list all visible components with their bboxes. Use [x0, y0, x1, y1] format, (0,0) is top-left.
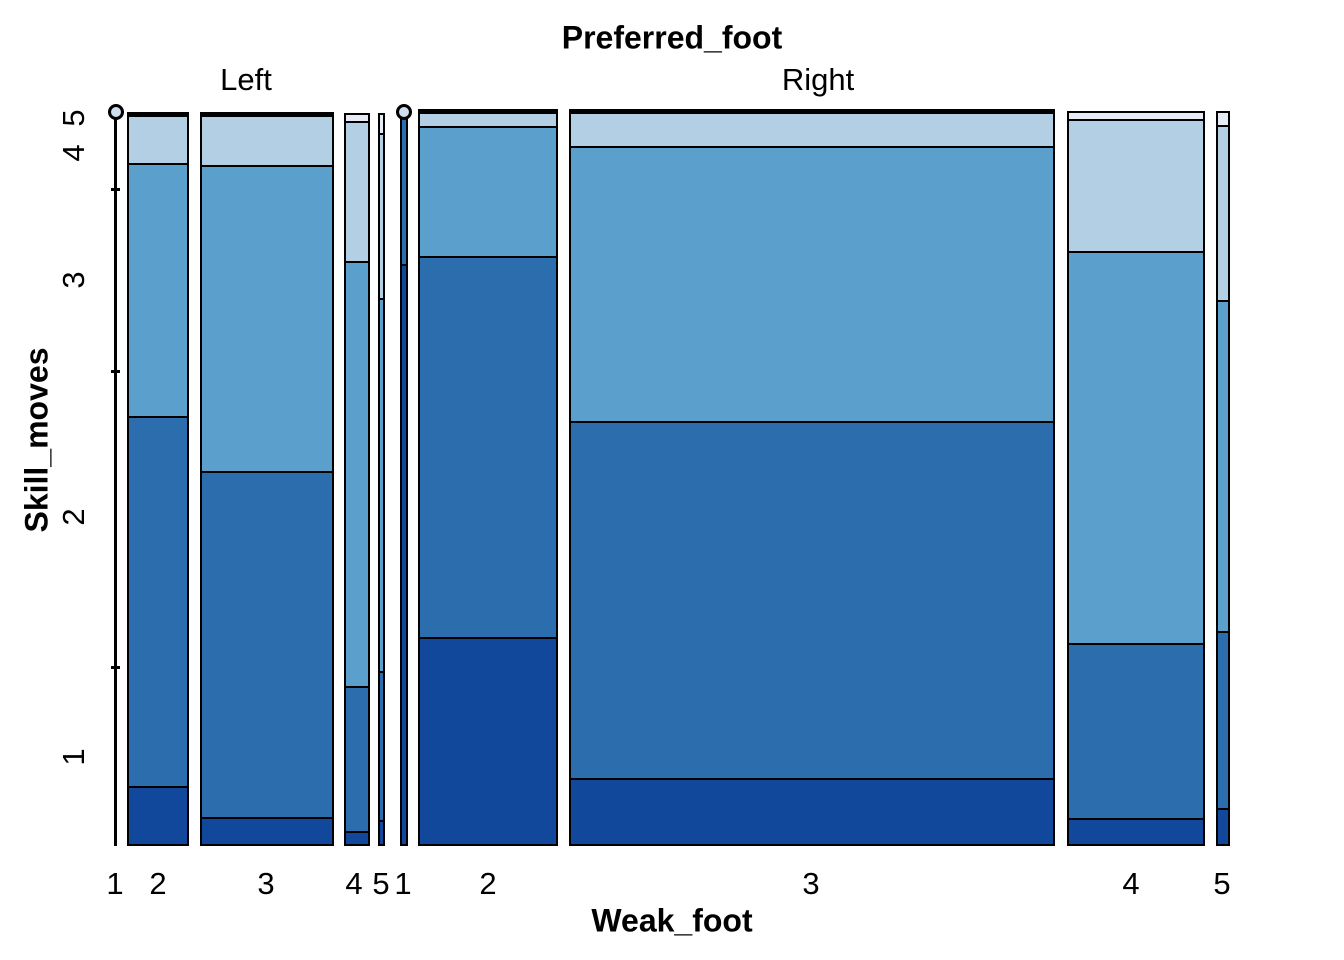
mosaic-column-left-3-skill-4: [202, 117, 332, 167]
y-tick-label: 4: [56, 144, 91, 162]
mosaic-column-right-5-skill-5: [1218, 113, 1228, 127]
mosaic-column-right-5: [1216, 111, 1230, 846]
mosaic-column-right-4-skill-3: [1069, 253, 1203, 645]
y-tick-label: 2: [56, 508, 91, 526]
x-tick-label: 5: [372, 866, 390, 901]
mosaic-column-left-2: [127, 112, 189, 846]
mosaic-column-left-1-cell-boundary: [111, 188, 120, 191]
x-tick-label: 4: [345, 866, 363, 901]
x-tick-label: 5: [1213, 866, 1231, 901]
y-tick-label: 1: [56, 748, 91, 766]
mosaic-column-left-1-cell-boundary: [111, 370, 120, 373]
mosaic-column-left-5-skill-5: [380, 115, 383, 135]
group-label-right: Right: [781, 62, 855, 97]
mosaic-column-left-3-skill-2: [202, 473, 332, 819]
mosaic-column-right-1: [400, 115, 408, 846]
mosaic-column-left-5-skill-3: [380, 300, 383, 673]
mosaic-column-right-5-skill-1: [1218, 810, 1228, 844]
mosaic-column-right-1-skill-1: [402, 266, 406, 844]
mosaic-column-right-1-zero-cell-circle: [396, 104, 412, 120]
mosaic-column-right-2-skill-1: [420, 639, 556, 844]
mosaic-column-right-5-skill-2: [1218, 633, 1228, 810]
mosaic-column-right-5-skill-4: [1218, 127, 1228, 302]
mosaic-column-left-1-cell-boundary: [111, 666, 120, 669]
mosaic-column-left-2-skill-2: [129, 418, 187, 788]
mosaic-column-left-4-skill-2: [346, 688, 368, 833]
mosaic-column-left-5-skill-1: [380, 822, 383, 844]
mosaic-column-right-3-skill-4: [571, 114, 1053, 148]
mosaic-column-right-4-skill-5: [1069, 113, 1203, 121]
mosaic-column-left-3: [200, 112, 334, 846]
mosaic-column-left-5: [378, 113, 385, 846]
mosaic-column-right-3-skill-3: [571, 148, 1053, 423]
mosaic-column-left-2-skill-1: [129, 788, 187, 844]
mosaic-column-right-3-skill-2: [571, 423, 1053, 780]
y-tick-label: 5: [56, 109, 91, 127]
mosaic-column-left-5-skill-4: [380, 135, 383, 300]
mosaic-column-left-1-zero-cell-circle: [107, 104, 124, 120]
mosaic-column-right-4-skill-4: [1069, 121, 1203, 253]
x-tick-label: 1: [106, 866, 124, 901]
mosaic-column-right-3-skill-1: [571, 780, 1053, 844]
mosaic-column-left-3-skill-1: [202, 819, 332, 844]
mosaic-column-left-4-skill-3: [346, 263, 368, 688]
mosaic-column-right-4-skill-1: [1069, 820, 1203, 844]
mosaic-column-left-3-skill-3: [202, 167, 332, 473]
mosaic-column-left-5-skill-2: [380, 673, 383, 822]
mosaic-column-left-4-skill-5: [346, 115, 368, 123]
x-tick-label: 2: [479, 866, 497, 901]
x-axis-title: Weak_foot: [591, 902, 753, 939]
plot-title: Preferred_foot: [561, 19, 783, 56]
mosaic-column-right-1-skill-2: [402, 117, 406, 266]
mosaic-column-left-2-skill-3: [129, 165, 187, 418]
mosaic-column-right-2-skill-2: [420, 258, 556, 639]
mosaic-column-left-4-skill-1: [346, 833, 368, 844]
group-label-left: Left: [220, 62, 272, 97]
mosaic-column-right-4-skill-2: [1069, 645, 1203, 820]
x-tick-label: 3: [802, 866, 820, 901]
x-tick-label: 1: [394, 866, 412, 901]
mosaic-column-right-2: [418, 109, 558, 846]
x-tick-label: 4: [1122, 866, 1140, 901]
mosaic-column-right-4: [1067, 111, 1205, 846]
mosaic-column-right-3: [569, 109, 1055, 846]
mosaic-column-right-2-skill-3: [420, 128, 556, 258]
mosaic-column-left-1-line: [114, 112, 117, 846]
mosaic-column-left-2-skill-4: [129, 117, 187, 165]
mosaic-column-right-2-skill-4: [420, 114, 556, 128]
mosaic-column-left-4: [344, 113, 370, 846]
x-tick-label: 2: [149, 866, 167, 901]
mosaic-column-left-4-skill-4: [346, 123, 368, 263]
x-tick-label: 3: [257, 866, 275, 901]
mosaic-column-right-5-skill-3: [1218, 302, 1228, 633]
y-tick-label: 3: [56, 271, 91, 289]
